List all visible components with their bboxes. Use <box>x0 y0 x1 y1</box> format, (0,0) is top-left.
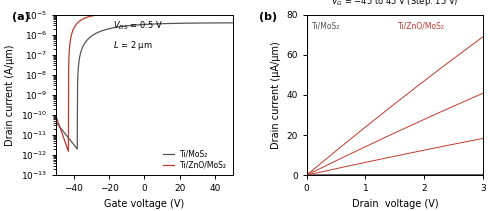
Legend: Ti/MoS₂, Ti/ZnO/MoS₂: Ti/MoS₂, Ti/ZnO/MoS₂ <box>161 148 229 171</box>
Text: Ti/MoS₂: Ti/MoS₂ <box>312 21 340 30</box>
Text: $V_G$ = −45 to 45 V (Step: 15 V): $V_G$ = −45 to 45 V (Step: 15 V) <box>331 0 459 8</box>
Text: (b): (b) <box>259 12 277 22</box>
X-axis label: Gate voltage (V): Gate voltage (V) <box>104 199 184 209</box>
Y-axis label: Drain current (μA/μm): Drain current (μA/μm) <box>270 41 281 149</box>
Text: $L$ = 2 μm: $L$ = 2 μm <box>113 39 152 52</box>
X-axis label: Drain  voltage (V): Drain voltage (V) <box>351 199 438 209</box>
Text: Ti/ZnO/MoS₂: Ti/ZnO/MoS₂ <box>398 21 446 30</box>
Text: $V_{DS}$ = 0.5 V: $V_{DS}$ = 0.5 V <box>113 20 163 32</box>
Y-axis label: Drain current (A/μm): Drain current (A/μm) <box>5 44 15 146</box>
Text: (a): (a) <box>12 12 30 22</box>
